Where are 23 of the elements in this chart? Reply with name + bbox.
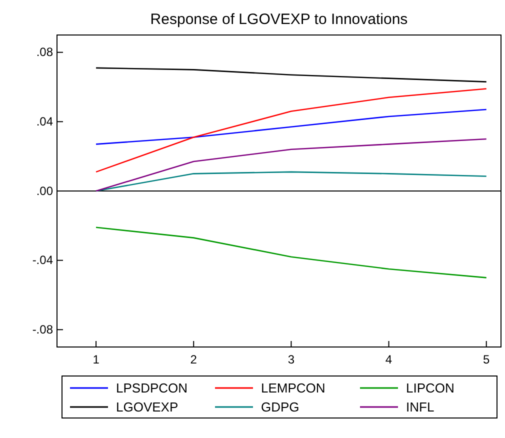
legend-label: LPSDPCON — [116, 380, 188, 396]
x-tick-label: 2 — [190, 352, 198, 367]
y-tick-label: -.08 — [32, 322, 54, 337]
y-tick-label: .00 — [36, 184, 54, 198]
legend-label: INFL — [406, 400, 434, 414]
line-series — [95, 226, 488, 278]
y-tick-label: .08 — [36, 45, 54, 60]
line-series — [95, 171, 488, 192]
line-series — [95, 88, 488, 173]
line-series — [95, 67, 488, 82]
chart-title: Response of LGOVEXP to Innovations — [150, 11, 408, 28]
line-series — [95, 138, 488, 192]
x-tick-label: 3 — [288, 352, 295, 367]
legend-label: LGOVEXP — [116, 400, 178, 414]
y-tick-label: -.04 — [32, 253, 54, 268]
y-tick-label: .04 — [36, 114, 54, 129]
legend-label: LIPCON — [406, 380, 454, 396]
x-tick-label: 5 — [483, 352, 490, 367]
x-tick-label: 4 — [385, 352, 392, 367]
legend-label: LEMPCON — [261, 380, 326, 396]
line-series — [95, 108, 488, 145]
legend-label: GDPG — [261, 400, 300, 414]
x-tick-label: 1 — [92, 352, 100, 367]
